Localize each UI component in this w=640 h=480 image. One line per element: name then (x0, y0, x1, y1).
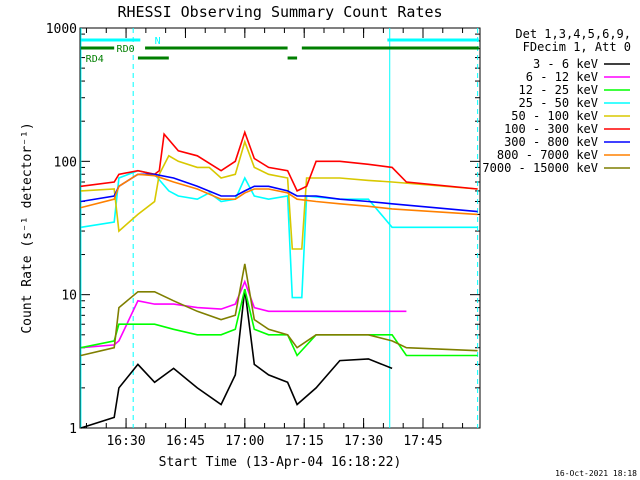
x-tick-label: 17:45 (403, 434, 442, 449)
series-line-5 (80, 139, 478, 250)
legend: Det 1,3,4,5,6,9, FDecim 1, Att 0 3 - 6 k… (482, 27, 631, 175)
y-tick-label: 10 (61, 289, 77, 304)
series-line-1 (80, 288, 393, 429)
legend-entry-label: 7000 - 15000 keV (482, 161, 598, 175)
x-tick-label: 17:30 (344, 434, 383, 449)
x-tick-label: 17:15 (285, 434, 324, 449)
legend-entry-label: 800 - 7000 keV (497, 148, 598, 162)
y-axis-label: Count Rate (s⁻¹ detector⁻¹) (20, 122, 35, 333)
flag-label-rd0: RD0 (117, 44, 135, 55)
x-tick-label: 16:45 (166, 434, 205, 449)
legend-entry-label: 25 - 50 keV (519, 96, 598, 110)
chart-title: RHESSI Observing Summary Count Rates (117, 3, 442, 21)
series-line-3 (80, 288, 478, 357)
x-tick-label: 16:30 (106, 434, 145, 449)
plot-area: 1 10 100 1000 16:30 16:45 17:00 17:15 17:30 17:45… (46, 22, 481, 449)
legend-header-line-2: FDecim 1, Att 0 (523, 40, 631, 54)
y-tick-label: 100 (54, 155, 77, 170)
footer-timestamp: 16-Oct-2021 18:18 (555, 469, 637, 478)
x-tick-label: 17:00 (225, 434, 264, 449)
flag-label-rd4: RD4 (86, 54, 104, 65)
legend-entry-label: 12 - 25 keV (519, 83, 598, 97)
plot-frame (79, 27, 481, 429)
legend-entry-label: 50 - 100 keV (511, 109, 598, 123)
series-line-6 (80, 129, 478, 192)
legend-entry-label: 300 - 800 keV (504, 135, 598, 149)
series-line-2 (80, 279, 407, 349)
y-tick-label: 1 (69, 422, 77, 437)
series-line-8 (80, 173, 478, 216)
series-line-7 (80, 173, 478, 213)
flag-label-n: N (155, 36, 161, 47)
legend-entry-label: 3 - 6 keV (533, 57, 598, 71)
series-line-4 (80, 169, 478, 299)
legend-entry-label: 6 - 12 keV (526, 70, 598, 84)
series-line-9 (80, 263, 478, 357)
legend-entry-label: 100 - 300 keV (504, 122, 598, 136)
y-tick-label: 1000 (46, 22, 77, 37)
x-axis-label: Start Time (13-Apr-04 16:18:22) (159, 455, 402, 470)
legend-header-line-1: Det 1,3,4,5,6,9, (515, 27, 631, 41)
